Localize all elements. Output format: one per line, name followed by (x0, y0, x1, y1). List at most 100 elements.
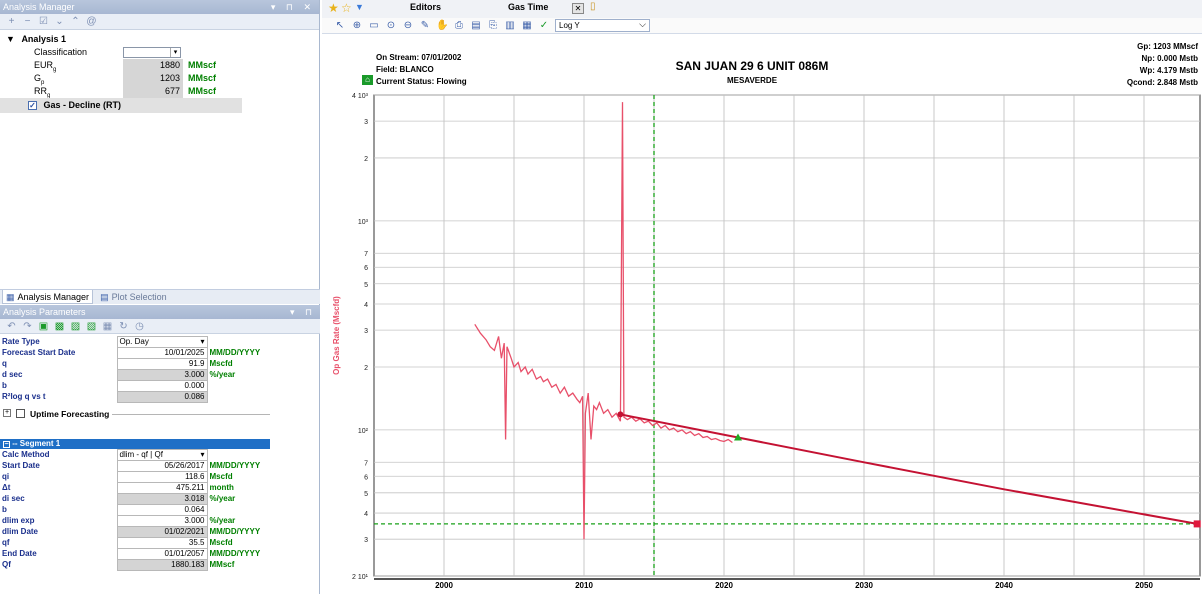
tab-analysis-manager[interactable]: ▦ Analysis Manager (2, 290, 94, 304)
param-value: 3.018 (116, 493, 208, 505)
y-tick-label: 2 10¹ (352, 574, 369, 581)
panel-controls[interactable]: ▾ ⊓ ✕ (270, 2, 315, 12)
zoom-in-icon[interactable]: ⊕ (352, 19, 362, 31)
param-value[interactable]: 0.000 (116, 380, 208, 392)
redo-icon[interactable]: ↷ (23, 320, 32, 332)
segment-green-icon[interactable]: ▣ (38, 320, 49, 332)
segment-remove-icon[interactable]: ▨ (70, 320, 81, 332)
param-label: dlim Date (2, 527, 39, 536)
y-tick-label: 4 (364, 302, 368, 309)
close-tab-icon[interactable]: ✕ (572, 3, 584, 14)
dropdown-icon[interactable]: ▾ (200, 337, 205, 346)
param-value[interactable]: 91.9 (116, 358, 208, 370)
chart-icon[interactable]: ▥ (505, 19, 515, 31)
favorites-add-icon[interactable]: ☆ (341, 1, 352, 15)
line-tool-icon[interactable]: ✓ (539, 19, 549, 31)
new-tab-icon[interactable]: ▯ (590, 1, 596, 12)
param-unit (207, 505, 270, 516)
print-icon[interactable]: ⎙ (455, 19, 463, 31)
print-preview-icon[interactable]: ▤ (471, 19, 481, 31)
param-value[interactable]: 01/01/2057 (116, 548, 208, 560)
right-panel: ★ ☆ ▼ Editors Gas Time ✕ ▯ ↖ ⊕ ▭ ⊙ ⊖ ✎ ✋… (322, 0, 1202, 594)
param-value[interactable]: 3.000 (116, 515, 208, 527)
param-value[interactable]: 05/26/2017 (116, 460, 208, 472)
zoom-out-icon[interactable]: ⊖ (403, 19, 413, 31)
expand-icon[interactable]: ⌃ (71, 16, 80, 27)
param-unit: month (209, 483, 234, 492)
favorites-dropdown-icon[interactable]: ▼ (355, 2, 364, 12)
tree-forecast-item[interactable]: ✓ Gas - Decline (RT) (0, 98, 242, 113)
x-axis-bar (374, 578, 1200, 580)
edit-icon[interactable]: ✎ (420, 19, 430, 31)
param-select[interactable]: Op. Day ▾ (116, 336, 208, 348)
param-row: b 0.064 (0, 504, 270, 516)
y-tick-label: 4 (364, 511, 368, 518)
tab-plot-selection[interactable]: ▤ Plot Selection (100, 292, 167, 302)
param-value[interactable]: 475.211 (116, 482, 208, 494)
eur-unit: MMscf (188, 60, 217, 70)
rr-unit: MMscf (188, 86, 217, 96)
y-tick-label: 10² (358, 428, 369, 435)
gp-value: 1203 (123, 72, 183, 85)
zoom-box-icon[interactable]: ▭ (369, 19, 379, 31)
params-panel-controls[interactable]: ▾ ⊓ (289, 307, 316, 317)
forecast-checkbox[interactable]: ✓ (28, 101, 37, 110)
tab-gas-time[interactable]: Gas Time (508, 2, 549, 12)
uptime-checkbox[interactable] (16, 409, 25, 418)
tree-analysis-1[interactable]: ▼ Analysis 1 (6, 34, 66, 44)
dropdown-icon[interactable]: ▾ (170, 48, 180, 57)
param-value[interactable]: 118.6 (116, 471, 208, 483)
segment-add-icon[interactable]: ▩ (54, 320, 65, 332)
status-lock-icon: ⌂ (362, 75, 373, 85)
grid-icon[interactable]: ▦ (522, 19, 532, 31)
at-icon[interactable]: @ (86, 16, 97, 27)
segment-collapse-icon[interactable]: − (3, 441, 10, 448)
param-label: Calc Method (2, 450, 50, 459)
param-row: b 0.000 (0, 380, 270, 392)
param-label: dlim exp (2, 516, 35, 525)
tree-rr: RRg 677 MMscf (34, 85, 217, 99)
plot-area[interactable]: On Stream: 07/01/2002 Field: BLANCO ⌂ Cu… (322, 35, 1202, 594)
y-tick-label: 6 (364, 265, 368, 272)
classification-select[interactable]: ▾ (123, 47, 181, 58)
segment-header[interactable]: − -- Segment 1 (0, 439, 270, 449)
uptime-expand-icon[interactable]: + (3, 409, 11, 417)
y-tick-label: 10³ (358, 219, 369, 226)
copy-icon[interactable]: ⎘ (489, 19, 497, 31)
segment-copy-icon[interactable]: ▧ (86, 320, 97, 332)
dropdown-icon[interactable]: ▾ (200, 450, 205, 459)
refresh-icon[interactable]: ↻ (119, 320, 128, 332)
params-table: Rate Type Op. Day ▾ Forecast Start Date 10/0… (0, 336, 270, 403)
param-label: b (2, 381, 7, 390)
collapse-icon[interactable]: ⌄ (55, 16, 64, 27)
zoom-x-icon[interactable]: ⊙ (386, 19, 396, 31)
pan-icon[interactable]: ✋ (436, 19, 449, 31)
expand-arrow-icon[interactable]: ▼ (6, 34, 15, 44)
param-select[interactable]: dlim - qf | Qf ▾ (116, 449, 208, 461)
favorites-star-icon[interactable]: ★ (328, 1, 339, 15)
left-tabbar: ▦ Analysis Manager ▤ Plot Selection (0, 289, 320, 304)
analysis-toolbar: + − ☑ ⌄ ⌃ @ (0, 14, 319, 30)
param-value: 01/02/2021 (116, 526, 208, 538)
param-value[interactable]: 10/01/2025 (116, 347, 208, 359)
remove-icon[interactable]: − (24, 16, 31, 27)
analysis-parameters-panel: Analysis Parameters ▾ ⊓ ↶ ↷ ▣ ▩ ▨ ▧ ▦ ↻ … (0, 305, 320, 571)
check-icon[interactable]: ☑ (39, 16, 48, 27)
param-label: di sec (2, 494, 25, 503)
param-value[interactable]: 35.5 (116, 537, 208, 549)
add-icon[interactable]: + (8, 16, 15, 27)
tab-editors[interactable]: Editors (410, 2, 442, 12)
on-stream-text: On Stream: 07/01/2002 (376, 53, 462, 62)
param-row: R²log q vs t 0.086 (0, 391, 270, 403)
y-scale-select[interactable]: Log Y (555, 18, 650, 32)
clock-icon[interactable]: ◷ (135, 320, 144, 332)
param-row: End Date 01/01/2057 MM/DD/YYYY (0, 548, 270, 560)
gas-rate-chart[interactable]: 2000 2010 2020 2030 2040 2050 4 10³ 3 2 10³ 7 6 5 4 3 2… (322, 35, 1202, 594)
param-unit (207, 392, 270, 403)
segment-title: -- (12, 439, 20, 448)
undo-icon[interactable]: ↶ (7, 320, 16, 332)
pointer-icon[interactable]: ↖ (335, 19, 345, 31)
analysis-manager-icon: ▦ (6, 291, 15, 302)
param-value[interactable]: 0.064 (116, 504, 208, 516)
table-icon[interactable]: ▦ (102, 320, 113, 332)
